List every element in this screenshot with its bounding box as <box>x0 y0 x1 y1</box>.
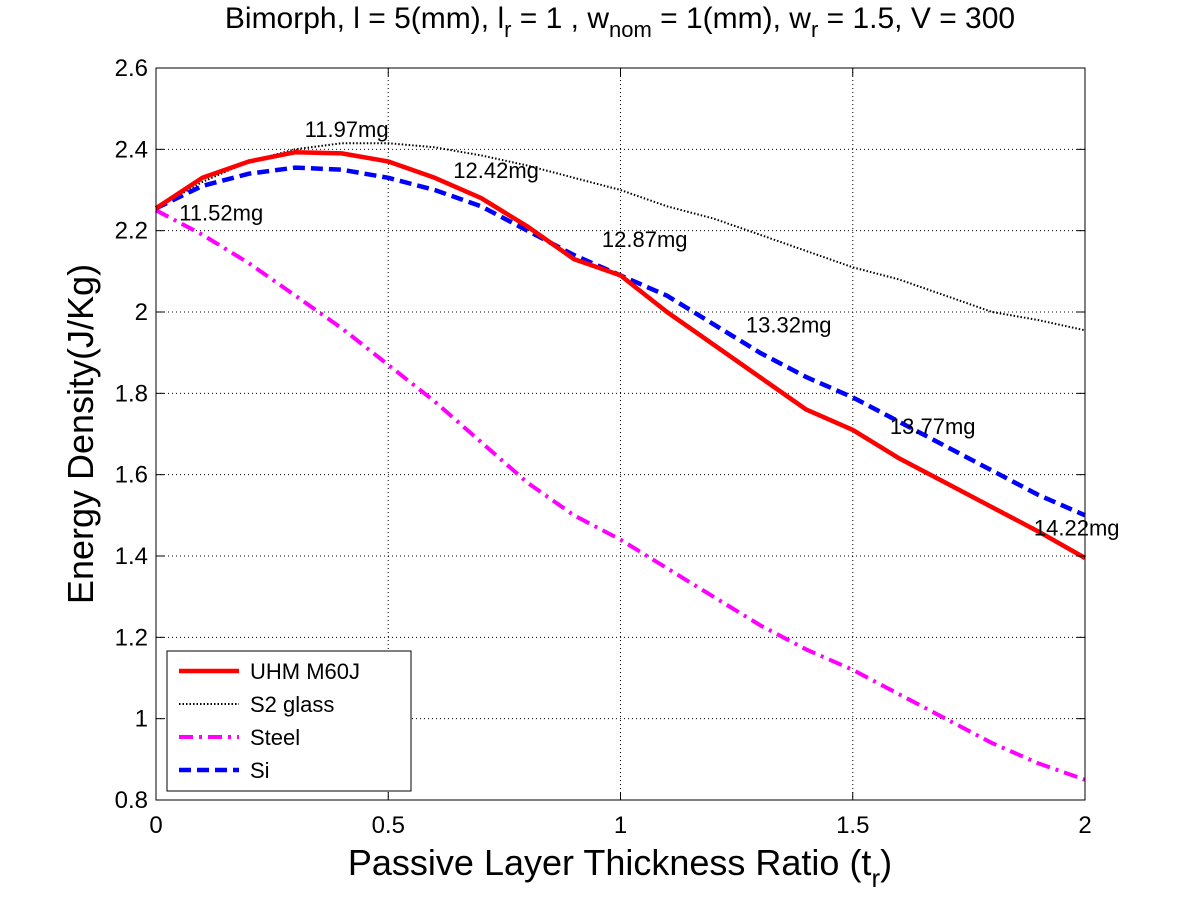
y-tick-label: 2.4 <box>115 136 148 163</box>
y-tick-label: 1 <box>135 706 148 733</box>
mass-annotation: 11.97mg <box>305 117 389 142</box>
y-tick-label: 1.4 <box>115 543 148 570</box>
mass-annotation: 13.32mg <box>746 312 832 337</box>
y-tick-label: 0.8 <box>115 787 148 814</box>
x-tick-label: 0 <box>149 812 162 839</box>
data-series <box>154 142 1087 782</box>
x-axis-label: Passive Layer Thickness Ratio (tr) <box>348 842 892 893</box>
title-text: = 1 , w <box>511 2 609 35</box>
series-line-s2-glass <box>155 142 1086 332</box>
x-axis-label-text: Passive Layer Thickness Ratio (t <box>348 842 872 883</box>
title-subscript: r <box>811 17 818 42</box>
y-tick-label: 2.2 <box>115 218 148 245</box>
x-axis-label-subscript: r <box>871 863 880 893</box>
title-subscript: nom <box>609 17 652 42</box>
y-tick-label: 1.6 <box>115 462 148 489</box>
x-axis-label-close: ) <box>880 842 892 883</box>
mass-annotation: 12.42mg <box>453 158 539 183</box>
y-tick-label: 2 <box>135 299 148 326</box>
mass-annotation: 13.77mg <box>890 414 976 439</box>
mass-annotation: 14.22mg <box>1034 516 1120 541</box>
title-text: = 1(mm), w <box>652 2 812 35</box>
axis-ticks: 0 0.5 1 1.5 2 0.8 1 1.2 1.4 1.6 1.8 2 2.2 2.4 2.6 <box>115 55 1092 839</box>
mass-annotation: 11.52mg <box>179 201 263 226</box>
legend-label: S2 glass <box>250 692 334 717</box>
legend-label: UHM M60J <box>250 659 360 684</box>
x-tick-label: 1 <box>614 812 627 839</box>
annotations: 11.52mg 11.97mg 12.42mg 12.87mg 13.32mg 13.77… <box>179 117 1119 541</box>
legend-box <box>166 650 412 792</box>
y-tick-label: 1.2 <box>115 624 148 651</box>
y-axis-label: Energy Density(J/Kg) <box>60 264 101 604</box>
chart-title: Bimorph, l = 5(mm), lr = 1 , wnom = 1(mm… <box>225 2 1015 42</box>
legend: UHM M60J S2 glass Steel Si <box>166 650 412 792</box>
grid-lines <box>156 68 1085 800</box>
x-tick-label: 1.5 <box>836 812 869 839</box>
title-text: = 1.5, V = 300 <box>818 2 1015 35</box>
legend-label: Steel <box>250 725 300 750</box>
y-tick-label: 2.6 <box>115 55 148 82</box>
mass-annotation: 12.87mg <box>602 227 688 252</box>
series-line-uhm-m60j <box>154 149 1087 560</box>
y-tick-label: 1.8 <box>115 380 148 407</box>
legend-label: Si <box>250 758 270 783</box>
x-tick-label: 0.5 <box>372 812 405 839</box>
title-subscript: r <box>504 17 511 42</box>
x-tick-label: 2 <box>1078 812 1091 839</box>
title-text: Bimorph, l = 5(mm), l <box>225 2 504 35</box>
series-line-steel <box>155 208 1086 782</box>
